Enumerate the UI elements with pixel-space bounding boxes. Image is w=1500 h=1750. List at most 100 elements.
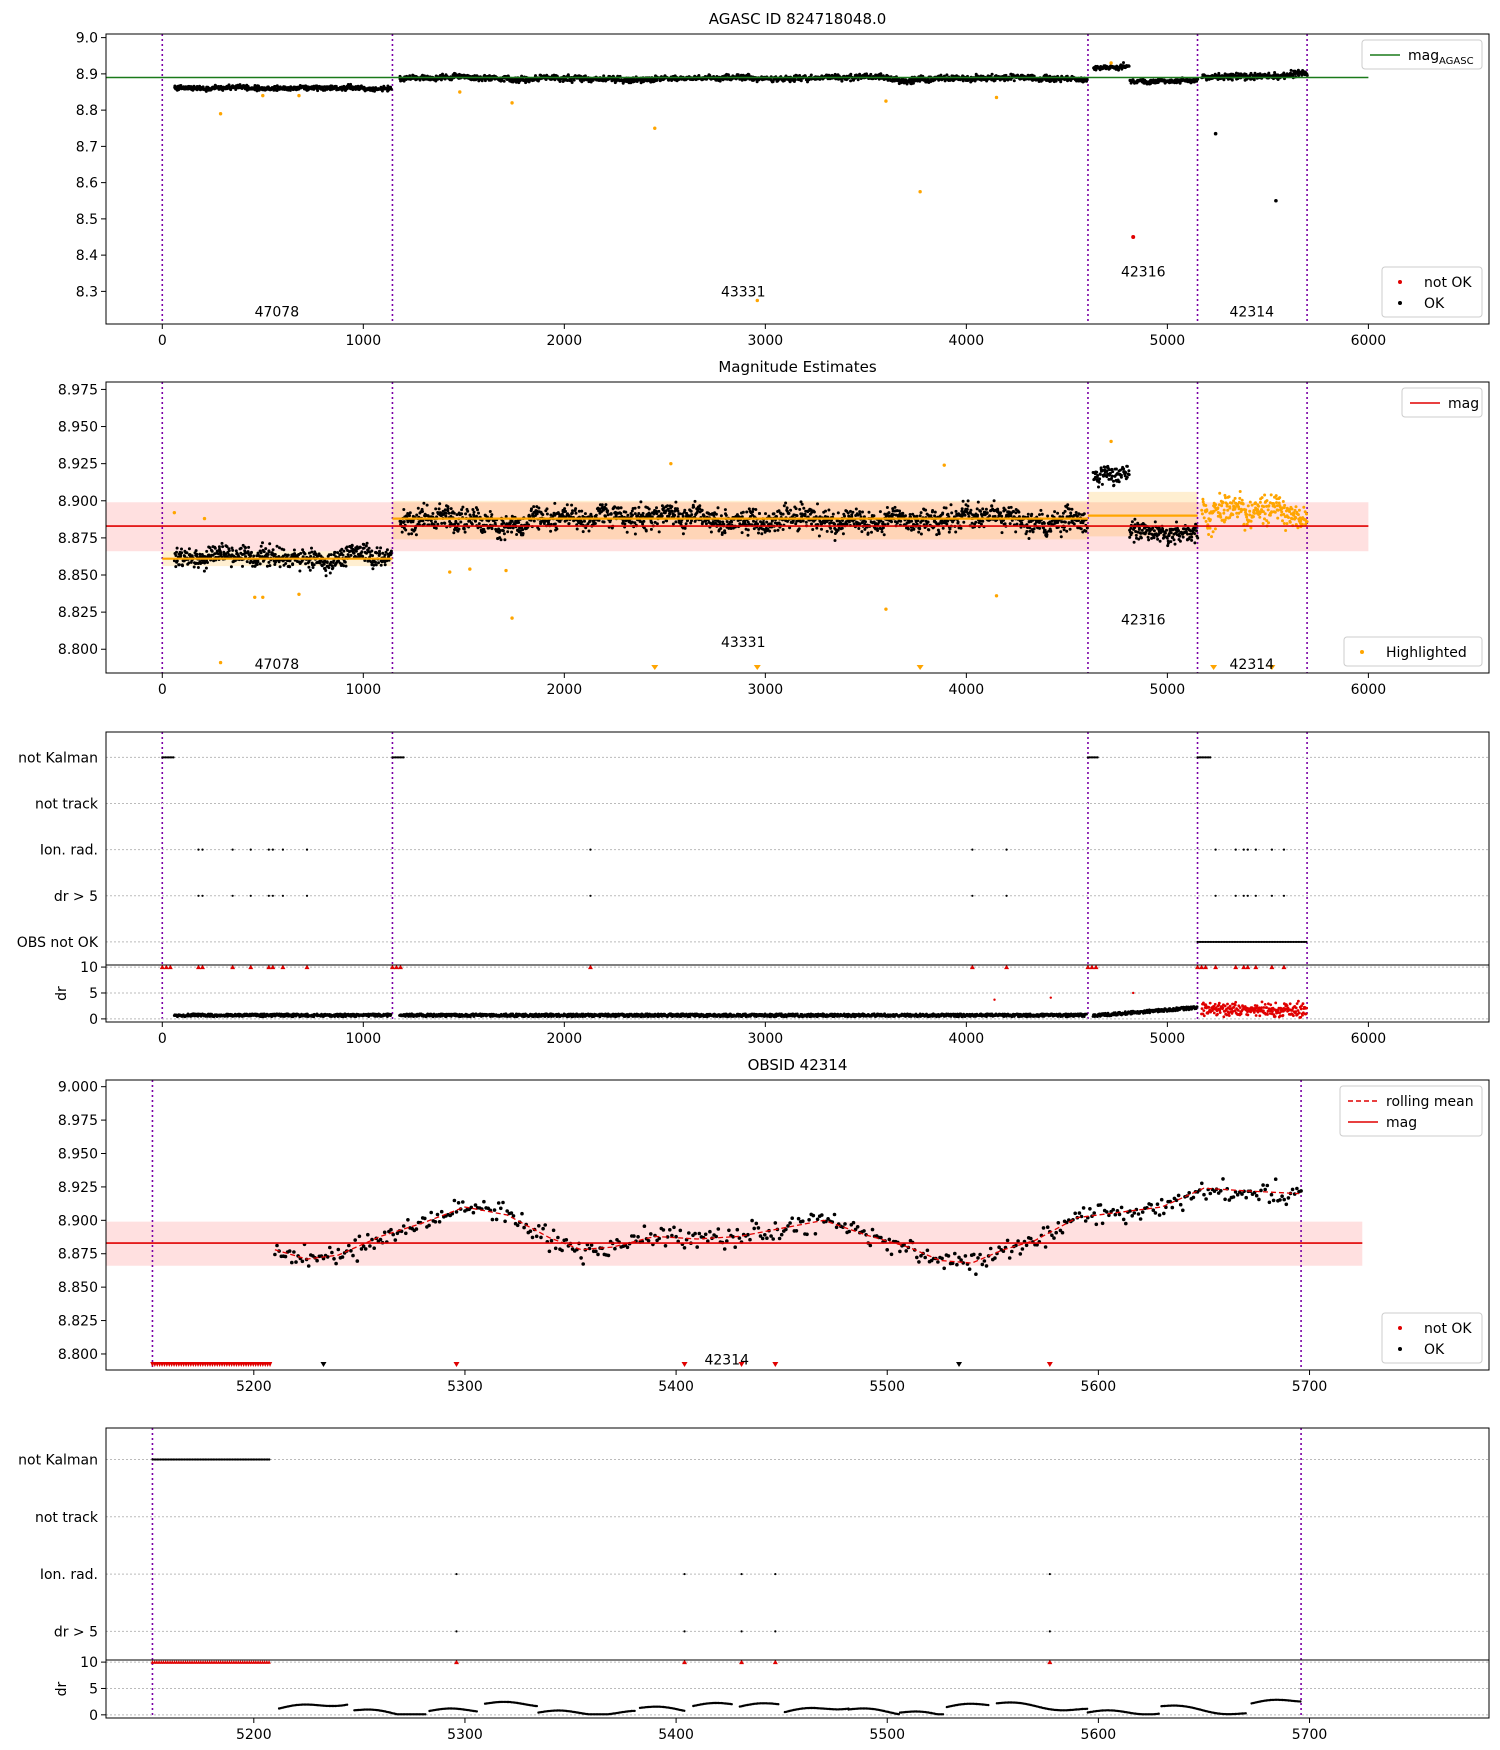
data-point [506,530,509,533]
panel-title: Magnitude Estimates [718,358,876,376]
data-point [948,531,951,534]
data-point [1112,484,1115,487]
data-point [830,530,833,533]
data-point [1056,512,1059,515]
data-point [960,527,963,530]
data-point [949,528,952,531]
data-point [690,513,693,516]
data-point [658,530,661,533]
data-point [920,533,923,536]
data-point [571,512,574,515]
data-point [309,569,312,572]
data-point [604,503,607,506]
data-point [1095,471,1098,474]
data-point [575,512,578,515]
data-point [881,530,884,533]
data-point [1112,480,1115,483]
data-point [927,521,930,524]
data-point [1030,513,1033,516]
data-point [408,514,411,517]
data-point [907,528,910,531]
data-point [368,547,371,550]
data-point [1014,530,1017,533]
data-point [724,508,727,511]
y-tick-label: 8.8 [76,103,98,119]
data-point [859,513,862,516]
data-point [324,569,327,572]
data-point [730,520,733,523]
data-point [682,532,685,535]
data-point [777,529,780,532]
data-point [637,506,640,509]
data-point [559,80,562,83]
y-tick-label: 8.5 [76,212,98,228]
y-tick-label: 9.0 [76,31,98,47]
data-point [786,506,789,509]
y-tick-label: 8.4 [76,248,98,264]
data-point [603,521,606,524]
data-point [673,514,676,517]
data-point [872,514,875,517]
data-point [331,566,334,569]
data-point [863,528,866,531]
data-point [794,78,797,81]
data-point [904,514,907,517]
data-point [815,527,818,530]
data-point [966,505,969,508]
data-point [444,508,447,511]
data-point [754,508,757,511]
data-point [460,512,463,515]
data-point [434,520,437,523]
data-point [1064,521,1067,524]
data-point [379,546,382,549]
data-point [404,529,407,532]
data-point [756,523,759,526]
data-point [661,515,664,518]
data-point [390,88,393,91]
data-point [1120,476,1123,479]
data-point [247,550,250,553]
data-point [240,547,243,550]
data-point [682,515,685,518]
data-point [1038,527,1041,530]
data-point [886,522,889,525]
data-point [701,509,704,512]
data-point [260,545,263,548]
data-point [941,512,944,515]
data-point [371,567,374,570]
data-point [826,530,829,533]
data-point [582,530,585,533]
data-point [999,511,1002,514]
data-point [1111,470,1114,473]
data-point [846,523,849,526]
data-point [967,499,970,502]
data-point [1000,515,1003,518]
data-point [851,511,854,514]
data-point [530,509,533,512]
highlighted-point [1109,61,1112,64]
data-point [291,563,294,566]
data-point [773,529,776,532]
data-point [1105,475,1108,478]
data-point [1033,527,1036,530]
data-point [375,552,378,555]
data-point [1083,512,1086,515]
data-point [1066,503,1069,506]
data-point [783,504,786,507]
data-point [726,520,729,523]
x-tick-label: 6000 [1351,333,1387,349]
data-point [993,499,996,502]
y-tick-label: 8.9 [76,67,98,83]
data-point [692,506,695,509]
data-point [946,520,949,523]
data-point [642,520,645,523]
data-point [203,570,206,573]
data-point [747,528,750,531]
data-point [1053,510,1056,513]
data-point [631,514,634,517]
data-point [698,504,701,507]
not-ok-point [1131,235,1135,239]
data-point [818,535,821,538]
data-point [211,550,214,553]
data-point [899,520,902,523]
